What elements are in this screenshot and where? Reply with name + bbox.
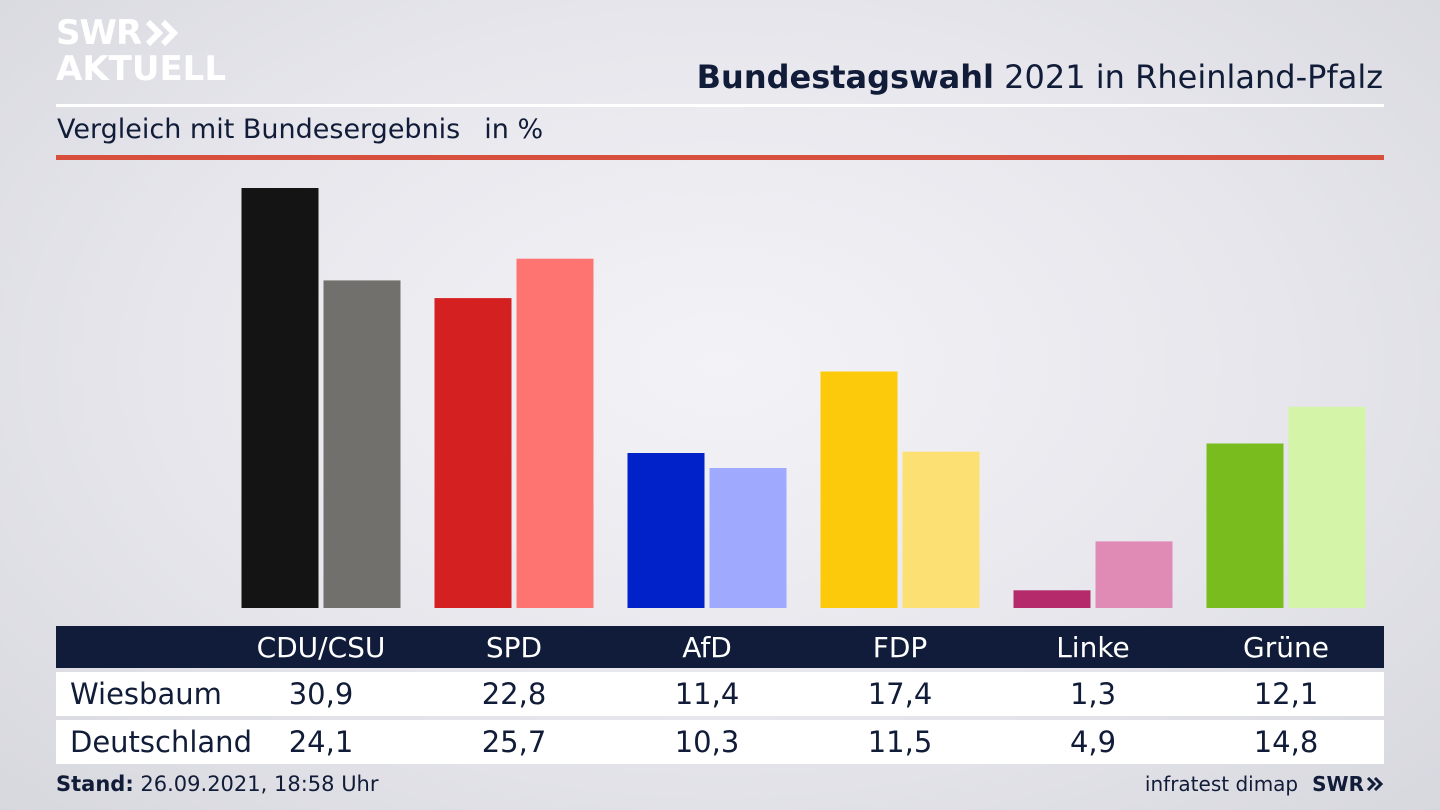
double-chevron-icon [146, 19, 179, 47]
column-header: CDU/CSU [256, 630, 386, 664]
subtitle-text: Vergleich mit Bundesergebnis [57, 114, 461, 145]
bar-gr-ne-wiesbaum [1206, 443, 1284, 608]
accent-rule [56, 155, 1384, 160]
value-cell: 24,1 [288, 725, 354, 759]
stand-value: 26.09.2021, 18:58 Uhr [140, 772, 379, 796]
bar-cdu-csu-deutschland [323, 280, 401, 608]
column-header: Linke [1056, 630, 1130, 664]
bar-linke-wiesbaum [1013, 590, 1091, 608]
column-header: AfD [682, 630, 732, 664]
value-cell: 30,9 [288, 677, 354, 711]
row-label: Deutschland [70, 725, 252, 759]
bar-gr-ne-deutschland [1288, 406, 1366, 608]
bar-spd-deutschland [516, 258, 594, 608]
page-title: Bundestagswahl 2021 in Rheinland-Pfalz [697, 58, 1383, 96]
brand-text: SWR [1312, 772, 1364, 796]
double-chevron-icon [1366, 776, 1384, 792]
bar-cdu-csu-wiesbaum [241, 188, 319, 608]
swr-aktuell-logo: SWR AKTUELL [56, 16, 226, 86]
value-cell: 11,4 [674, 677, 740, 711]
unit-label: in % [484, 114, 544, 145]
bar-afd-wiesbaum [627, 453, 705, 608]
value-cell: 1,3 [1069, 677, 1117, 711]
bar-linke-deutschland [1095, 541, 1173, 608]
chart-subtitle: Vergleich mit Bundesergebnis in % [57, 114, 543, 145]
value-cell: 10,3 [674, 725, 740, 759]
bar-fdp-wiesbaum [820, 371, 898, 608]
bar-spd-wiesbaum [434, 298, 512, 608]
value-cell: 4,9 [1069, 725, 1117, 759]
title-bold: Bundestagswahl [696, 58, 994, 96]
column-header: SPD [485, 630, 543, 664]
value-cell: 25,7 [481, 725, 547, 759]
results-table: CDU/CSU SPD AfD FDP Linke Grüne Wiesbaum 30,9… [56, 626, 1384, 764]
table-row: Wiesbaum 30,9 22,8 11,4 17,4 1,3 12,1 [56, 672, 1384, 716]
source-credit: infratest dimap SWR [1145, 772, 1384, 796]
timestamp: Stand: 26.09.2021, 18:58 Uhr [56, 772, 379, 796]
footer-brand: SWR [1312, 772, 1384, 796]
bar-fdp-deutschland [902, 451, 980, 608]
title-rest: 2021 in Rheinland-Pfalz [1004, 58, 1383, 96]
column-header: FDP [872, 630, 928, 664]
bar-afd-deutschland [709, 468, 787, 608]
stand-label: Stand: [56, 772, 134, 796]
bar-chart [241, 188, 1366, 608]
value-cell: 17,4 [867, 677, 933, 711]
value-cell: 14,8 [1253, 725, 1319, 759]
table-header-row: CDU/CSU SPD AfD FDP Linke Grüne [56, 626, 1384, 668]
header-divider [56, 104, 1384, 107]
value-cell: 22,8 [481, 677, 547, 711]
value-cell: 11,5 [867, 725, 933, 759]
logo-aktuell-text: AKTUELL [56, 49, 227, 89]
column-header: Grüne [1243, 630, 1329, 664]
row-label: Wiesbaum [70, 677, 222, 711]
source-text: infratest dimap [1144, 772, 1299, 796]
value-cell: 12,1 [1253, 677, 1319, 711]
logo-swr-text: SWR [56, 13, 142, 53]
table-row: Deutschland 24,1 25,7 10,3 11,5 4,9 14,8 [56, 720, 1384, 764]
